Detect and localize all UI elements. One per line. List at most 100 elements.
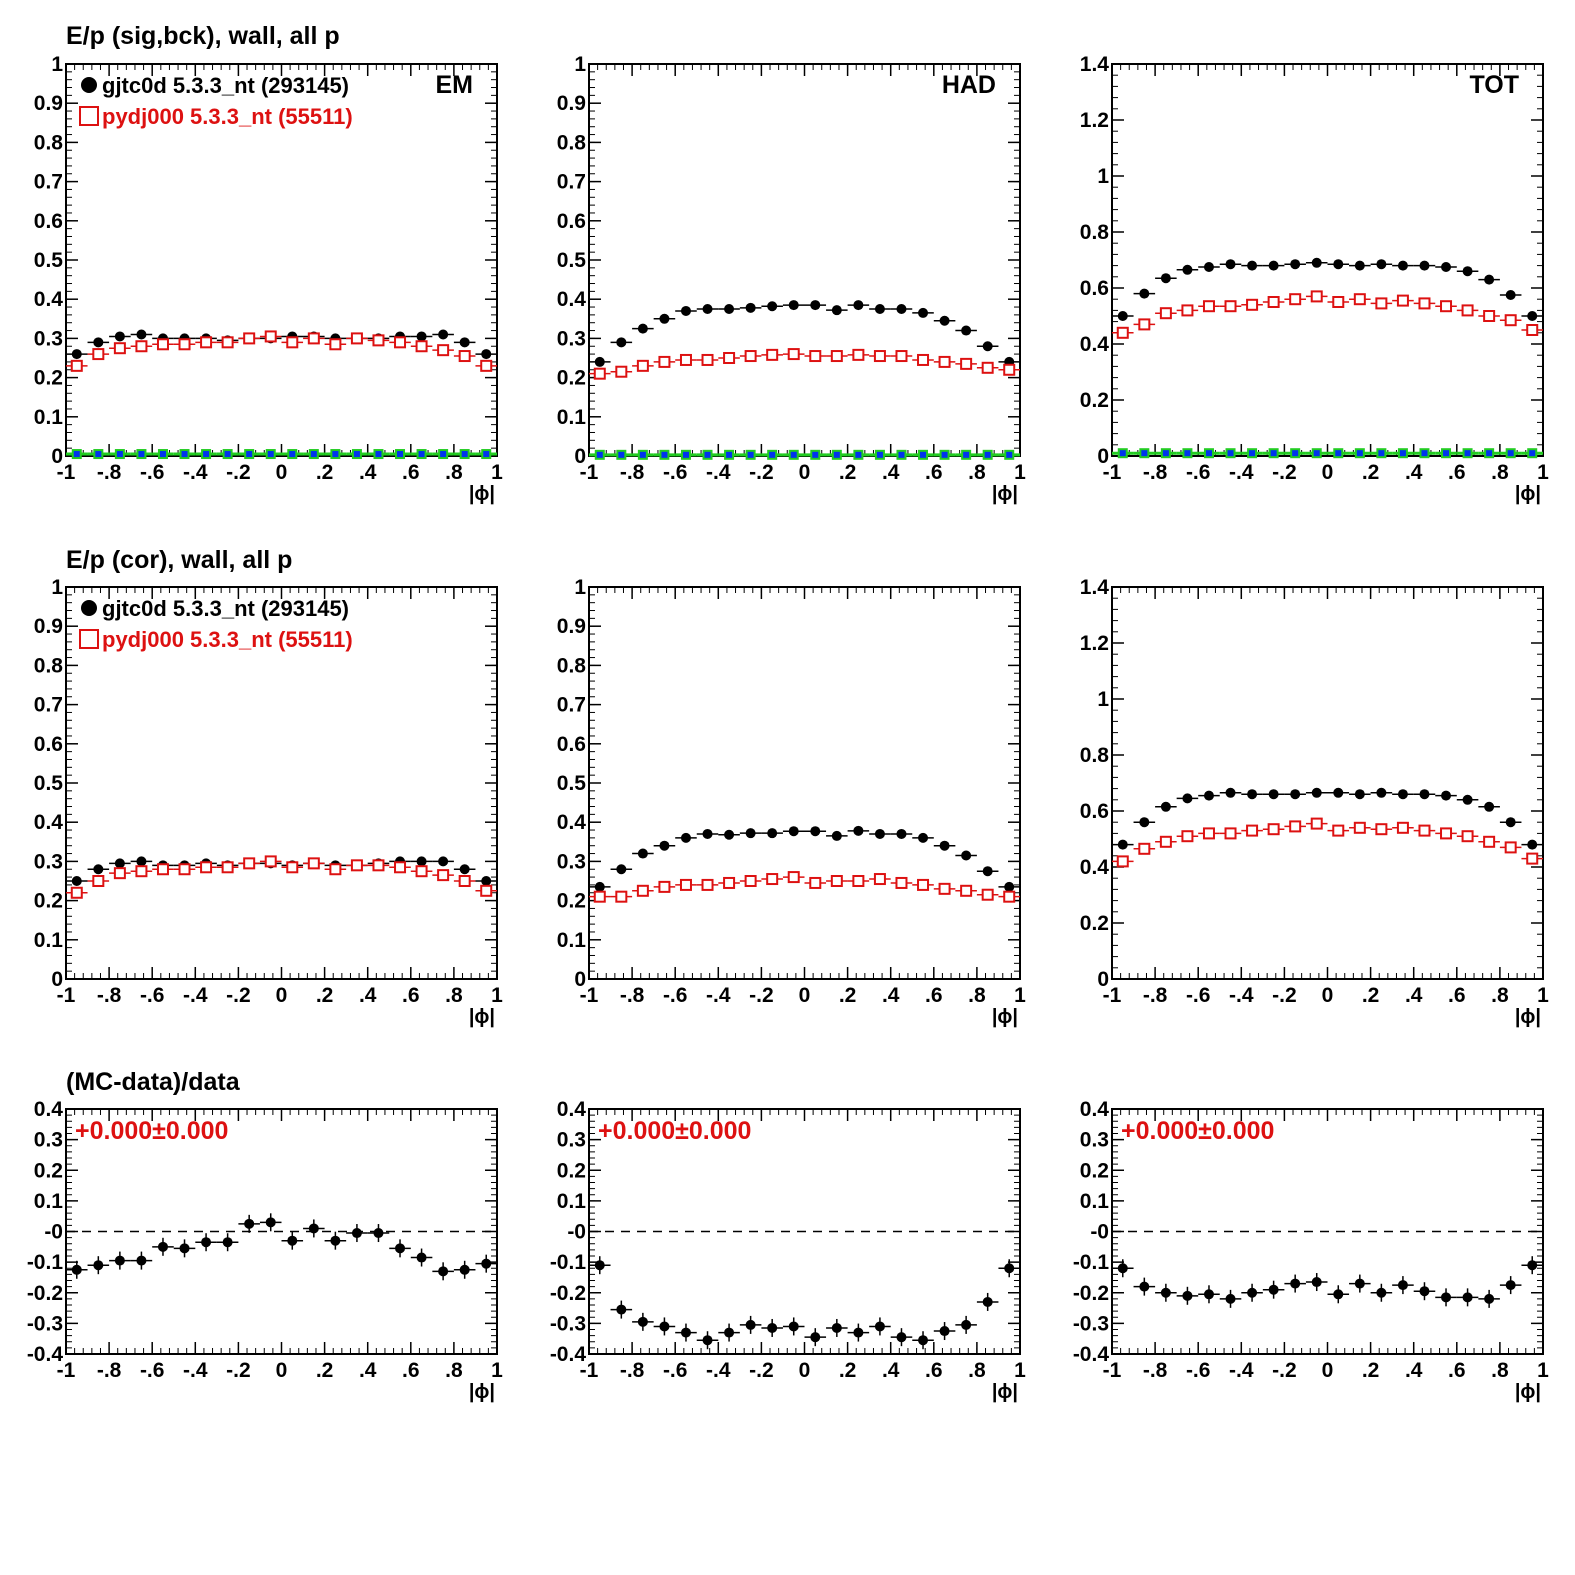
x-tick-label: .4: [1405, 1359, 1423, 1382]
y-tick-label: 0.1: [557, 929, 587, 952]
x-tick-label: .2: [316, 461, 334, 484]
mc-point: [744, 875, 757, 887]
y-tick-label: 1.4: [1080, 53, 1110, 76]
ratio-point: [1268, 1284, 1279, 1295]
y-tick-label: 0.2: [34, 1159, 63, 1182]
y-tick-label: 1: [574, 53, 586, 76]
bkg-point: [1527, 448, 1538, 459]
mc-point: [92, 875, 105, 887]
data-point: [659, 313, 670, 324]
mc-point: [1440, 827, 1453, 840]
data-point: [982, 866, 993, 877]
y-tick-label: 0.4: [1080, 1098, 1110, 1121]
x-tick-label: -.6: [663, 984, 688, 1007]
data-point: [1139, 288, 1150, 299]
data-point: [416, 331, 427, 342]
data-point: [1139, 817, 1150, 828]
x-tick-label: 0: [799, 461, 811, 484]
y-tick-label: 0.7: [34, 694, 63, 717]
x-tick-label: -.6: [663, 1359, 688, 1382]
ratio-point: [1354, 1278, 1365, 1289]
y-tick-label: 0.5: [557, 249, 587, 272]
data-point: [1182, 793, 1193, 804]
ratio-point: [1117, 1263, 1128, 1274]
mc-point: [895, 350, 908, 363]
data-point: [1376, 787, 1387, 798]
ratio-point: [114, 1255, 125, 1266]
ratio-point: [287, 1235, 298, 1246]
mc-point: [394, 336, 407, 349]
bkg-point: [1419, 448, 1430, 459]
data-point: [1311, 787, 1322, 798]
x-tick-label: -.4: [183, 984, 208, 1007]
y-tick-label: 0.3: [1080, 1129, 1109, 1152]
ratio-point: [1247, 1287, 1258, 1298]
bkg-point: [244, 449, 255, 460]
legend-mc-marker: [79, 106, 99, 126]
ratio-point: [1397, 1280, 1408, 1291]
ratio-point: [416, 1252, 427, 1263]
ratio-point: [1376, 1287, 1387, 1298]
data-point: [1268, 789, 1279, 800]
x-tick-label: -.4: [706, 984, 731, 1007]
mc-point: [723, 352, 736, 364]
ratio-point: [788, 1321, 799, 1332]
data-point: [918, 832, 929, 843]
bkg-point: [659, 449, 670, 460]
y-tick-label: 0.2: [557, 1159, 586, 1182]
y-tick-label: 1: [51, 576, 63, 599]
mc-point: [917, 353, 930, 366]
data-point: [136, 856, 147, 867]
x-axis-title: |ϕ|: [1515, 483, 1541, 505]
data-point: [1505, 817, 1516, 828]
x-tick-label: 0: [276, 461, 288, 484]
mc-point: [1289, 293, 1302, 306]
mc-point: [307, 857, 320, 870]
y-tick-label: 0.9: [34, 92, 63, 115]
x-tick-label: -1: [57, 461, 76, 484]
bkg-point: [961, 449, 972, 460]
x-tick-label: -.6: [140, 461, 165, 484]
mc-point: [1267, 296, 1280, 308]
x-tick-label: 1: [1014, 1359, 1026, 1382]
x-tick-label: 1: [1014, 984, 1026, 1007]
bkg-point: [896, 449, 907, 460]
x-tick-label: -.2: [1272, 461, 1297, 484]
mc-point: [92, 348, 105, 361]
ratio-point: [308, 1223, 319, 1234]
y-tick-label: -0.4: [1073, 1343, 1110, 1366]
mc-point: [70, 886, 83, 899]
mc-point: [156, 863, 169, 876]
x-tick-label: -.2: [1272, 1359, 1297, 1382]
data-point: [1462, 794, 1473, 805]
mc-point: [615, 365, 628, 378]
data-point: [1225, 787, 1236, 798]
bkg-point: [831, 449, 842, 460]
mc-point: [981, 361, 994, 374]
x-tick-label: -.4: [1229, 1359, 1254, 1382]
row-title-sig-bck: E/p (sig,bck), wall, all p: [66, 22, 340, 50]
mc-point: [178, 863, 191, 876]
mc-point: [243, 332, 256, 345]
data-point: [853, 300, 864, 311]
bkg-point: [1290, 448, 1301, 459]
bkg-point: [594, 449, 605, 460]
data-point: [459, 337, 470, 348]
y-tick-label: 0.1: [34, 929, 64, 952]
mc-point: [307, 332, 320, 345]
mc-point: [830, 875, 843, 887]
y-tick-label: 0.3: [557, 327, 586, 350]
mc-point: [938, 882, 951, 895]
bkg-point: [853, 449, 864, 460]
bkg-point: [1160, 448, 1171, 459]
data-point: [1117, 311, 1128, 321]
bkg-point: [1333, 448, 1344, 459]
mc-point: [350, 859, 363, 872]
bkg-point: [616, 449, 627, 460]
x-tick-label: .8: [968, 1359, 986, 1382]
y-tick-label: 0.4: [1080, 856, 1110, 879]
data-point: [1247, 789, 1258, 800]
x-tick-label: -.6: [140, 1359, 165, 1382]
mc-point: [200, 336, 213, 349]
